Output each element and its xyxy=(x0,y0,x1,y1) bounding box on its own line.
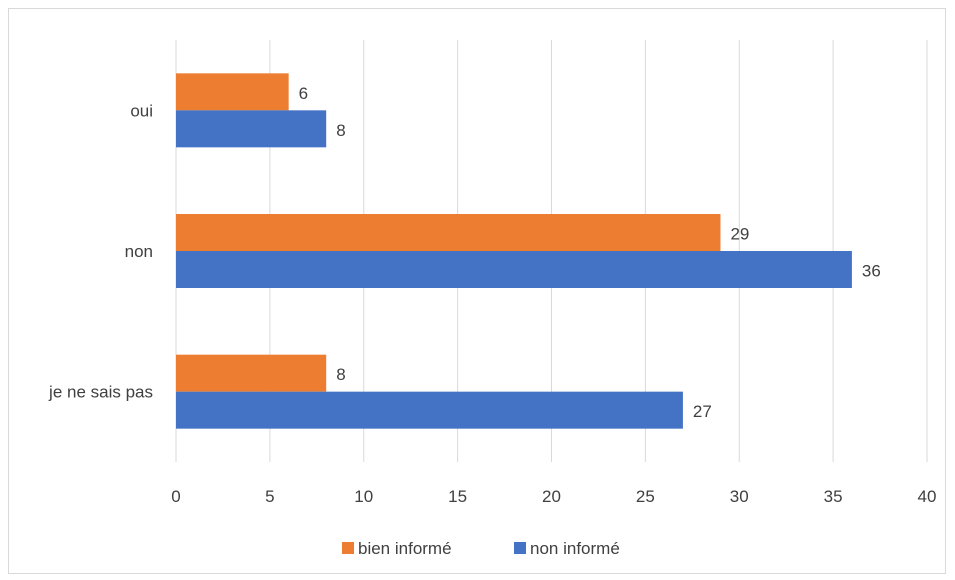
x-tick-label: 15 xyxy=(448,487,467,506)
category-labels: oui non je ne sais pas xyxy=(48,101,153,401)
legend: bien informé non informé xyxy=(342,539,620,558)
x-tick-label: 20 xyxy=(542,487,561,506)
data-label-non-inform-je-ne-sais-pas: 27 xyxy=(693,402,712,421)
chart-frame xyxy=(8,8,946,574)
data-label-bien-inform-non: 29 xyxy=(730,225,749,244)
legend-label-bien-inform: bien informé xyxy=(358,539,452,558)
data-label-bien-inform-oui: 6 xyxy=(299,84,308,103)
legend-swatch-bien-inform xyxy=(342,542,354,554)
x-tick-label: 30 xyxy=(730,487,749,506)
data-label-non-inform-non: 36 xyxy=(862,262,881,281)
x-tick-label: 35 xyxy=(824,487,843,506)
category-label-oui: oui xyxy=(130,101,153,120)
x-tick-labels: 0 5 10 15 20 25 30 35 40 xyxy=(171,487,936,506)
bar-bien-inform-oui xyxy=(176,73,289,111)
legend-label-non-inform: non informé xyxy=(530,539,620,558)
x-tick-label: 10 xyxy=(354,487,373,506)
x-tick-label: 40 xyxy=(918,487,937,506)
data-label-non-inform-oui: 8 xyxy=(336,121,345,140)
bar-non-inform-oui xyxy=(176,110,327,148)
bar-bien-inform-je-ne-sais-pas xyxy=(176,354,327,392)
data-label-bien-inform-je-ne-sais-pas: 8 xyxy=(336,365,345,384)
bar-bien-inform-non xyxy=(176,214,721,251)
bar-non-inform-non xyxy=(176,251,852,288)
bar-non-inform-je-ne-sais-pas xyxy=(176,391,683,429)
x-tick-label: 25 xyxy=(636,487,655,506)
category-label-je-ne-sais-pas: je ne sais pas xyxy=(48,383,153,402)
legend-swatch-non-inform xyxy=(514,542,526,554)
category-label-non: non xyxy=(125,242,153,261)
x-tick-label: 0 xyxy=(171,487,180,506)
x-tick-label: 5 xyxy=(265,487,274,506)
bars xyxy=(176,73,852,429)
data-labels: 6 8 29 36 8 27 xyxy=(299,84,881,421)
